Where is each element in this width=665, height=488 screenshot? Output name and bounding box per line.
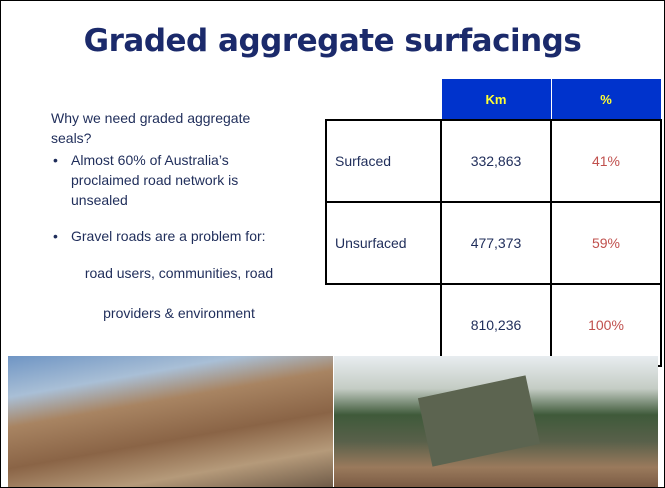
pct-cell: 59% xyxy=(551,202,661,284)
bullet: •Gravel roads are a problem for: xyxy=(53,226,293,246)
header-row: Km % xyxy=(326,79,661,121)
bullet: •Almost 60% of Australia’s proclaimed ro… xyxy=(53,150,293,210)
km-cell: 332,863 xyxy=(441,120,551,202)
slide: Graded aggregate surfacings Why we need … xyxy=(0,0,665,488)
header-cell: % xyxy=(551,79,661,121)
continuation-text: providers & environment xyxy=(31,303,327,323)
bullet-text: Gravel roads are a problem for: xyxy=(71,226,293,246)
total-row: 810,236 100% xyxy=(326,284,661,366)
bullet-text: Almost 60% of Australia’s proclaimed roa… xyxy=(71,150,293,210)
continuation-text: road users, communities, road xyxy=(31,263,327,283)
km-cell: 810,236 xyxy=(441,284,551,366)
header-cell: Km xyxy=(441,79,551,121)
blank-cell xyxy=(326,79,441,121)
data-table: Km % Surfaced 332,863 41% Unsurfaced 477… xyxy=(325,78,662,367)
pct-cell: 41% xyxy=(551,120,661,202)
table-row: Surfaced 332,863 41% xyxy=(326,120,661,202)
intro-text: Why we need graded aggregate seals? xyxy=(51,108,291,148)
table-row: Unsurfaced 477,373 59% xyxy=(326,202,661,284)
slide-title: Graded aggregate surfacings xyxy=(1,23,664,59)
truck xyxy=(418,375,540,466)
blank-cell xyxy=(326,284,441,366)
pct-cell: 100% xyxy=(551,284,661,366)
row-label: Surfaced xyxy=(326,120,441,202)
photo-sheep xyxy=(8,356,333,487)
photo-truck xyxy=(334,356,658,487)
km-cell: 477,373 xyxy=(441,202,551,284)
row-label: Unsurfaced xyxy=(326,202,441,284)
